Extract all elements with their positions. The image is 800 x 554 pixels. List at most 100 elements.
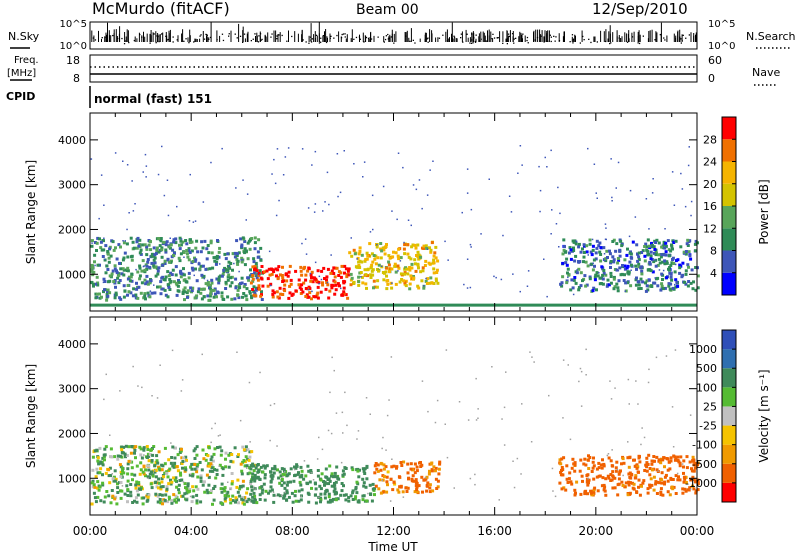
power-echo-cell: [352, 248, 356, 252]
velocity-echo-cell: [677, 475, 680, 479]
power-echo-cell: [170, 273, 174, 277]
velocity-echo-cell: [223, 497, 227, 501]
power-echo-cell: [335, 266, 339, 270]
velocity-echo-cell: [135, 481, 139, 485]
power-scatter-point: [690, 214, 692, 217]
power-echo-cell: [136, 236, 140, 240]
power-echo-cell: [343, 271, 346, 275]
power-echo-cell: [242, 285, 246, 289]
power-echo-cell: [237, 296, 241, 300]
velocity-echo-cell: [205, 473, 209, 477]
power-echo-cell: [287, 270, 291, 274]
power-echo-cell: [281, 276, 285, 280]
velocity-echo-cell: [432, 465, 436, 469]
power-echo-cell: [613, 268, 617, 271]
velocity-echo-cell: [246, 448, 250, 452]
power-echo-cell: [169, 243, 173, 247]
power-echo-cell: [345, 273, 349, 277]
velocity-echo-cell: [688, 486, 692, 490]
velocity-echo-cell: [642, 479, 646, 483]
velocity-echo-cell: [342, 493, 346, 497]
power-echo-cell: [248, 247, 252, 251]
power-echo-cell: [365, 286, 368, 290]
velocity-scatter-point: [344, 391, 346, 394]
power-scatter-point: [604, 223, 607, 225]
velocity-echo-cell: [332, 489, 336, 493]
velocity-scatter-point: [681, 463, 684, 465]
power-scatter-point: [362, 176, 364, 178]
power-echo-cell: [673, 270, 677, 274]
power-scatter-point: [350, 237, 352, 239]
power-echo-cell: [177, 289, 181, 293]
velocity-scatter-point: [475, 419, 478, 421]
power-echo-cell: [649, 269, 653, 273]
velocity-scatter-point: [434, 421, 437, 424]
velocity-echo-cell: [211, 502, 214, 506]
power-echo-cell: [380, 249, 384, 253]
power-echo-cell: [218, 246, 222, 250]
velocity-echo-cell: [336, 497, 340, 501]
velocity-echo-cell: [655, 455, 659, 459]
power-scatter-point: [684, 205, 687, 208]
velocity-echo-cell: [247, 458, 251, 462]
power-echo-cell: [397, 266, 401, 270]
velocity-echo-cell: [330, 472, 334, 476]
velocity-echo-cell: [333, 482, 336, 485]
power-echo-cell: [323, 277, 326, 280]
velocity-scatter-point: [516, 457, 519, 460]
power-echo-cell: [607, 283, 611, 287]
nsearch-mark: [466, 33, 468, 35]
velocity-echo-cell: [668, 467, 672, 471]
power-echo-cell: [187, 258, 191, 262]
velocity-echo-cell: [596, 489, 600, 493]
power-echo-cell: [360, 253, 364, 257]
velocity-echo-cell: [241, 496, 245, 499]
power-echo-cell: [668, 268, 671, 272]
velocity-echo-cell: [221, 473, 225, 477]
velocity-scatter-point: [627, 378, 630, 381]
velocity-echo-cell: [669, 459, 673, 463]
power-echo-cell: [240, 260, 244, 264]
velocity-echo-cell: [652, 475, 656, 479]
velocity-echo-cell: [160, 468, 164, 472]
power-echo-cell: [106, 252, 110, 256]
power-echo-cell: [344, 267, 348, 271]
power-echo-cell: [414, 246, 418, 250]
velocity-echo-cell: [591, 466, 595, 470]
velocity-echo-cell: [292, 479, 296, 483]
velocity-echo-cell: [168, 497, 171, 501]
power-echo-cell: [682, 250, 686, 254]
velocity-echo-cell: [103, 458, 106, 462]
velocity-colorbar-swatch: [722, 425, 736, 445]
power-echo-cell: [195, 294, 199, 298]
velocity-scatter-point: [436, 399, 439, 402]
velocity-echo-cell: [611, 464, 615, 468]
velocity-echo-cell: [631, 481, 634, 485]
power-echo-cell: [250, 296, 254, 300]
velocity-echo-cell: [660, 471, 664, 475]
power-echo-cell: [164, 275, 168, 279]
power-echo-cell: [130, 254, 134, 258]
velocity-echo-cell: [362, 481, 366, 485]
power-echo-cell: [663, 286, 667, 290]
nsearch-mark: [234, 33, 236, 35]
nsearch-mark: [536, 36, 539, 39]
power-colorbar-tick-label: 24: [703, 156, 717, 169]
power-echo-cell: [411, 243, 415, 247]
power-echo-cell: [599, 246, 603, 250]
velocity-echo-cell: [242, 448, 246, 452]
power-echo-cell: [281, 293, 285, 296]
power-echo-cell: [613, 285, 617, 289]
power-echo-cell: [183, 290, 187, 294]
power-echo-cell: [302, 281, 306, 285]
power-colorbar-swatch: [722, 117, 736, 140]
power-echo-cell: [577, 242, 581, 246]
nsearch-mark: [527, 42, 529, 44]
velocity-echo-cell: [210, 466, 214, 470]
velocity-echo-cell: [341, 473, 345, 477]
power-echo-cell: [257, 284, 261, 288]
velocity-echo-cell: [201, 483, 205, 487]
power-echo-cell: [145, 264, 149, 268]
velocity-echo-cell: [229, 501, 233, 505]
velocity-echo-cell: [241, 484, 245, 488]
